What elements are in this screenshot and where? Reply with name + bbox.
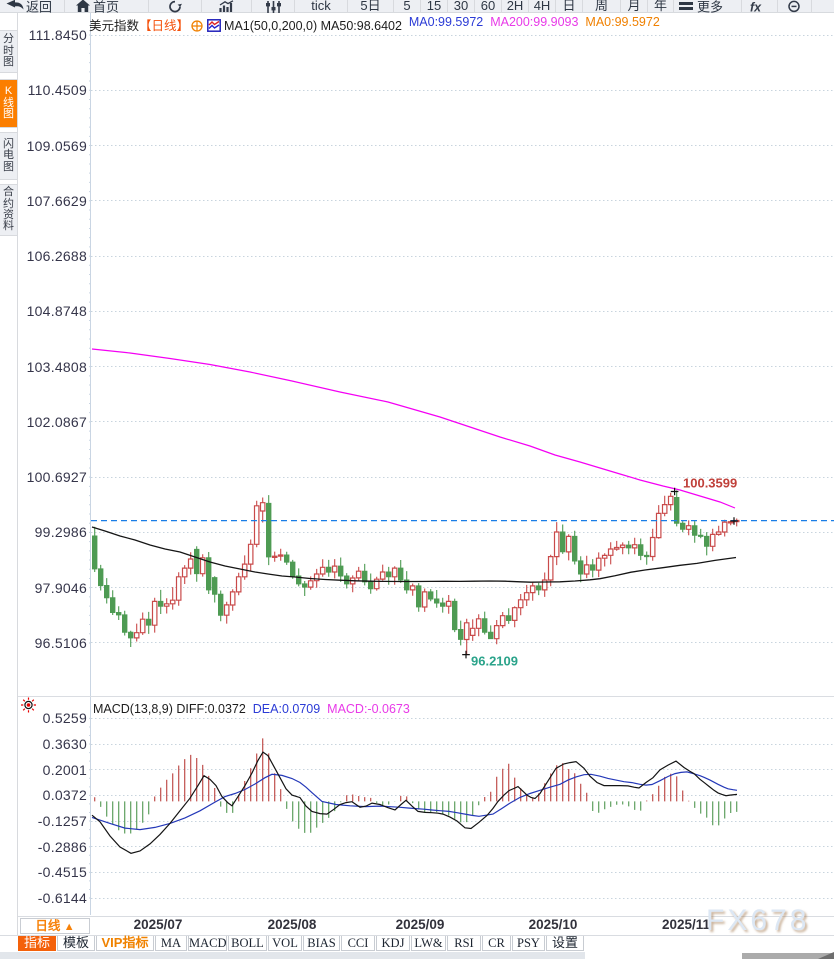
- svg-text:96.2109: 96.2109: [471, 654, 518, 669]
- svg-text:更多: 更多: [697, 0, 723, 13]
- svg-text:100.3599: 100.3599: [683, 476, 737, 491]
- svg-text:首页: 首页: [93, 0, 119, 13]
- svg-text:返回: 返回: [26, 0, 52, 13]
- svg-text:fx: fx: [750, 1, 762, 14]
